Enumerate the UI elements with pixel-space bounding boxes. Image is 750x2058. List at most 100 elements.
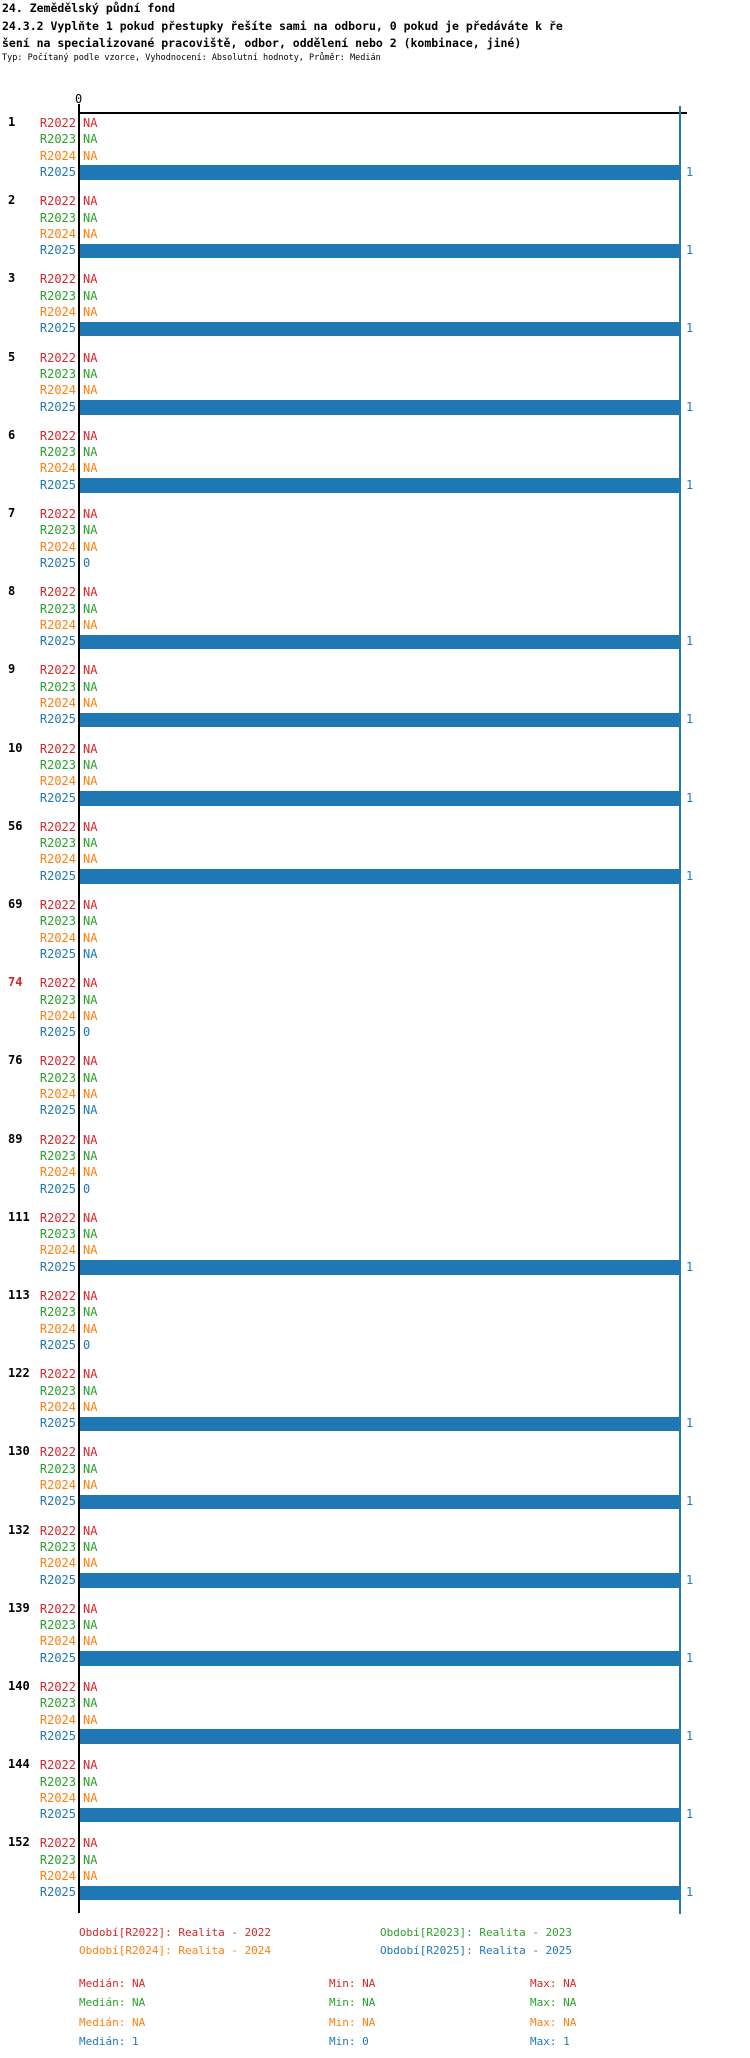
category-label: 2: [8, 193, 16, 208]
value-label: NA: [83, 1852, 98, 1867]
value-label: NA: [83, 305, 98, 319]
value-label: NA: [83, 914, 98, 929]
bar-r2025: [80, 1807, 680, 1823]
value-label: NA: [83, 679, 98, 694]
series-label-r2024: R2024: [39, 1399, 76, 1414]
value-label: NA: [83, 461, 98, 476]
bar-value-label: 1: [686, 1728, 694, 1743]
series-label-r2022: R2022: [39, 507, 76, 521]
bar-value-label: 1: [686, 164, 694, 179]
category-label: 152: [8, 1835, 30, 1850]
series-label-r2025: R2025: [39, 1025, 76, 1040]
series-label-r2023: R2023: [39, 1618, 76, 1633]
stat-median-r2025: Medián: 1: [79, 2035, 139, 2049]
series-label-r2023: R2023: [39, 1774, 76, 1789]
series-label-r2022: R2022: [39, 116, 76, 130]
bar-r2025: [80, 1260, 680, 1275]
series-label-r2023: R2023: [39, 1461, 76, 1476]
bar-r2025: [80, 1885, 680, 1901]
legend-item-r2022: Období[R2022]: Realita - 2022: [79, 1926, 272, 1939]
value-label: NA: [83, 1227, 98, 1242]
value-label: NA: [83, 539, 98, 554]
x-axis-top-line: [78, 112, 687, 114]
stat-min-r2024: Min: NA: [329, 2015, 376, 2029]
bar-r2025: [80, 1651, 680, 1666]
value-label: NA: [83, 366, 98, 381]
series-label-r2022: R2022: [39, 1758, 76, 1773]
bar-r2025: [80, 1494, 680, 1510]
value-label: NA: [83, 1712, 98, 1727]
series-label-r2023: R2023: [39, 1852, 76, 1867]
series-label-r2024: R2024: [39, 461, 76, 476]
value-label: NA: [83, 1478, 98, 1492]
value-label: NA: [83, 1539, 98, 1554]
series-label-r2024: R2024: [39, 1165, 76, 1180]
bar-r2025: [80, 243, 680, 259]
series-label-r2023: R2023: [39, 1070, 76, 1085]
bar-chart: 0 1 R2022 NA R2023 NA R2024 NA R2025 1 2 R2022 NA R2…: [8, 92, 694, 1914]
series-label-r2024: R2024: [39, 1869, 76, 1883]
series-label-r2023: R2023: [39, 601, 76, 616]
value-label: NA: [83, 383, 98, 398]
category-label: 1: [8, 115, 16, 129]
category-label: 69: [8, 897, 23, 911]
series-label-r2023: R2023: [39, 679, 76, 694]
series-label-r2025: R2025: [39, 1650, 76, 1665]
series-label-r2023: R2023: [39, 1305, 76, 1320]
series-label-r2024: R2024: [39, 774, 76, 789]
value-label: NA: [83, 774, 98, 789]
value-label: NA: [83, 1601, 98, 1616]
category-label: 139: [8, 1600, 30, 1615]
series-label-r2024: R2024: [39, 1321, 76, 1336]
category-label: 8: [8, 584, 16, 599]
series-label-r2023: R2023: [39, 1539, 76, 1554]
value-label: NA: [83, 1289, 98, 1303]
value-label: NA: [83, 350, 98, 365]
series-label-r2025: R2025: [39, 555, 76, 570]
series-label-r2024: R2024: [39, 930, 76, 945]
value-label: NA: [83, 1132, 98, 1147]
series-label-r2025: R2025: [39, 1728, 76, 1743]
bar-value-label: 1: [686, 1650, 694, 1665]
value-label: NA: [83, 1321, 98, 1336]
value-label: NA: [83, 992, 98, 1007]
series-label-r2025: R2025: [39, 1807, 76, 1822]
value-label: NA: [83, 1836, 98, 1851]
series-label-r2022: R2022: [39, 585, 76, 600]
bar-value-label: 1: [686, 712, 694, 727]
value-label: NA: [83, 976, 98, 991]
bar-r2025: [80, 478, 680, 493]
series-label-r2023: R2023: [39, 757, 76, 772]
series-label-r2024: R2024: [39, 696, 76, 710]
stat-max-r2023: Max: NA: [530, 1996, 577, 2010]
bar-r2025: [80, 634, 680, 650]
series-label-r2024: R2024: [39, 1634, 76, 1649]
legend-item-r2025: Období[R2025]: Realita - 2025: [380, 1944, 573, 1957]
value-label: NA: [83, 507, 98, 521]
x-axis-zero-tick-label: 0: [75, 92, 83, 106]
series-label-r2025: R2025: [39, 1103, 76, 1118]
series-label-r2022: R2022: [39, 428, 76, 443]
series-label-r2024: R2024: [39, 226, 76, 241]
series-label-r2025: R2025: [39, 399, 76, 414]
category-label: 132: [8, 1522, 30, 1537]
value-label: NA: [83, 1461, 98, 1476]
series-label-r2025: R2025: [39, 321, 76, 336]
value-label: NA: [83, 1696, 98, 1711]
series-label-r2023: R2023: [39, 445, 76, 460]
value-label: 0: [83, 555, 91, 570]
value-label: NA: [83, 1869, 98, 1883]
series-label-r2024: R2024: [39, 852, 76, 867]
value-label: NA: [83, 1445, 98, 1460]
series-label-r2025: R2025: [39, 1572, 76, 1587]
category-label: 113: [8, 1288, 30, 1302]
bar-r2025: [80, 165, 680, 180]
bar-r2025: [80, 869, 680, 884]
value-label: NA: [83, 523, 98, 538]
chart-meta-info: Typ: Počítaný podle vzorce, Vyhodnocení:…: [2, 53, 381, 63]
series-label-r2022: R2022: [39, 272, 76, 287]
bar-value-label: 1: [686, 790, 694, 805]
value-label: NA: [83, 1087, 98, 1101]
series-label-r2022: R2022: [39, 663, 76, 678]
value-label: NA: [83, 1210, 98, 1225]
